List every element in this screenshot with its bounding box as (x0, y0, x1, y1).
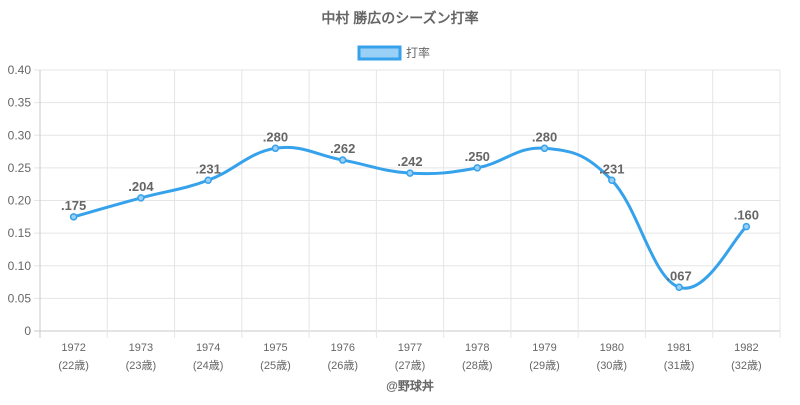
x-tick-sublabel: (32歳) (731, 359, 762, 372)
data-point (338, 156, 347, 164)
y-tick-label: 0.20 (8, 194, 32, 208)
x-tick-label: 1977 (398, 342, 422, 354)
x-tick-sublabel: (27歳) (395, 359, 426, 372)
x-tick-label: 1979 (532, 342, 556, 354)
data-label: .262 (330, 141, 355, 156)
x-tick-label: 1973 (129, 342, 153, 354)
data-point (69, 213, 78, 221)
data-point (271, 144, 280, 153)
x-tick-sublabel: (30歳) (597, 359, 628, 372)
x-tick-label: 1972 (61, 342, 85, 354)
data-point (473, 164, 482, 172)
data-label: .204 (128, 179, 154, 194)
x-tick-sublabel: (29歳) (529, 359, 560, 372)
chart-title: 中村 勝広のシーズン打率 (321, 10, 478, 26)
y-tick-label: 0.05 (8, 291, 32, 305)
y-tick-label: 0.25 (8, 161, 32, 175)
x-tick-label: 1975 (263, 342, 287, 354)
x-tick-sublabel: (31歳) (664, 359, 695, 372)
x-tick-label: 1980 (600, 342, 624, 354)
data-label: .175 (61, 198, 86, 213)
y-tick-label: 0.30 (8, 128, 32, 142)
data-point (675, 283, 683, 292)
data-point (742, 222, 751, 231)
data-label: .280 (532, 129, 557, 144)
x-tick-label: 1978 (465, 342, 489, 354)
x-tick-label: 1974 (196, 342, 220, 354)
y-tick-label: 0.35 (8, 96, 32, 110)
x-tick-label: 1976 (330, 342, 354, 354)
y-tick-label: 0 (24, 324, 31, 338)
data-label: .280 (263, 129, 288, 144)
series-line (73, 145, 748, 290)
legend-swatch (357, 45, 402, 61)
legend[interactable]: 打率 (357, 45, 430, 61)
data-point (137, 194, 145, 202)
x-tick-sublabel: (22歳) (58, 359, 89, 372)
data-point (406, 169, 414, 177)
data-point (540, 144, 549, 153)
x-tick-sublabel: (28歳) (462, 359, 493, 372)
y-tick-label: 0.15 (8, 226, 32, 240)
data-label: .231 (599, 161, 624, 176)
x-tick-sublabel: (26歳) (327, 359, 358, 372)
x-tick-sublabel: (24歳) (193, 359, 224, 372)
data-point (204, 176, 212, 185)
data-label: .160 (734, 208, 759, 223)
legend-label: 打率 (406, 45, 430, 60)
x-tick-sublabel: (23歳) (126, 359, 157, 372)
x-tick-label: 1982 (734, 342, 758, 354)
data-label: .231 (196, 161, 221, 176)
data-label: .250 (465, 149, 490, 164)
data-point (608, 176, 616, 185)
x-tick-label: 1981 (667, 342, 691, 354)
data-label: .067 (666, 268, 691, 283)
footer-credit: @野球丼 (386, 378, 434, 393)
x-tick-sublabel: (25歳) (260, 359, 291, 372)
data-label: .242 (397, 154, 422, 169)
y-tick-label: 0.40 (8, 63, 32, 77)
y-tick-label: 0.10 (8, 259, 32, 273)
